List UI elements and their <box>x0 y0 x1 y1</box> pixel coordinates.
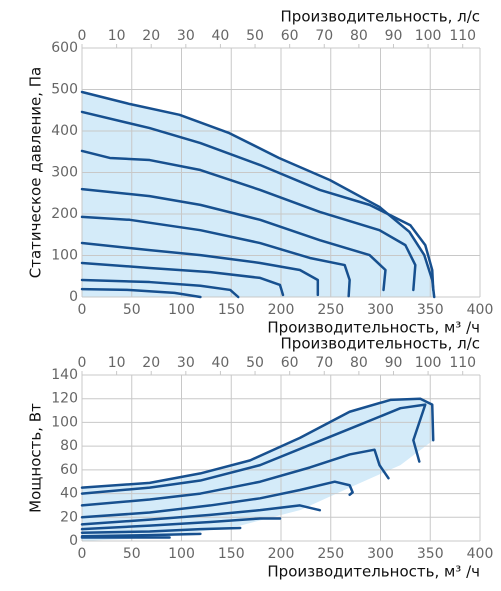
curve <box>80 504 322 526</box>
x2-tick-label: 60 <box>281 28 299 44</box>
curve <box>80 187 387 292</box>
x-tick-label: 400 <box>467 546 494 562</box>
curve <box>80 480 354 519</box>
x-tick-label: 0 <box>78 302 87 318</box>
x2-axis-title: Производительность, л/с <box>281 335 480 353</box>
operating-region <box>82 91 435 298</box>
x-tick-label: 250 <box>317 302 344 318</box>
curve <box>80 110 435 292</box>
y-tick-label: 200 <box>51 206 78 222</box>
x2-tick-label: 40 <box>212 355 230 371</box>
y-tick-label: 0 <box>69 533 78 549</box>
x-tick-label: 300 <box>367 546 394 562</box>
y-tick-label: 500 <box>51 82 78 98</box>
x-tick-label: 50 <box>123 546 141 562</box>
x-tick-label: 350 <box>417 302 444 318</box>
x2-tick-label: 90 <box>385 28 403 44</box>
x2-tick-label: 70 <box>315 355 333 371</box>
curve <box>80 397 435 489</box>
curve <box>80 278 240 299</box>
curve <box>80 287 202 299</box>
x2-tick-label: 0 <box>78 28 87 44</box>
x-tick-label: 200 <box>268 546 295 562</box>
x2-tick-label: 0 <box>78 355 87 371</box>
x2-tick-label: 80 <box>350 28 368 44</box>
curve <box>80 149 417 292</box>
x2-tick-label: 50 <box>246 28 264 44</box>
x2-tick-label: 60 <box>281 355 299 371</box>
y-tick-label: 20 <box>60 509 78 525</box>
x2-axis-title: Производительность, л/с <box>281 8 480 26</box>
x2-tick-label: 40 <box>212 28 230 44</box>
x-tick-label: 100 <box>168 546 195 562</box>
curve <box>80 532 202 538</box>
x-tick-label: 400 <box>467 302 494 318</box>
curve <box>80 215 351 298</box>
y-tick-label: 60 <box>60 462 78 478</box>
y-tick-label: 100 <box>51 414 78 430</box>
x2-tick-label: 10 <box>108 28 126 44</box>
y-tick-label: 300 <box>51 165 78 181</box>
y-tick-label: 100 <box>51 248 78 264</box>
x-tick-label: 150 <box>218 302 245 318</box>
x2-tick-label: 70 <box>315 28 333 44</box>
y-axis-title: Статическое давление, Па <box>27 67 45 278</box>
curve <box>80 517 282 531</box>
y-axis-title: Мощность, Вт <box>27 403 45 513</box>
curve <box>80 448 390 507</box>
curve <box>80 90 436 299</box>
x2-tick-label: 30 <box>177 28 195 44</box>
x2-tick-label: 90 <box>385 355 403 371</box>
curve <box>80 526 242 534</box>
curve <box>80 241 320 297</box>
x-tick-label: 150 <box>218 546 245 562</box>
y-tick-label: 600 <box>51 40 78 56</box>
x2-tick-label: 100 <box>415 28 442 44</box>
x-tick-label: 350 <box>417 546 444 562</box>
x2-tick-label: 110 <box>449 28 476 44</box>
x2-tick-label: 30 <box>177 355 195 371</box>
y-tick-label: 120 <box>51 391 78 407</box>
x2-tick-label: 110 <box>449 355 476 371</box>
x-tick-label: 100 <box>168 302 195 318</box>
x2-tick-label: 50 <box>246 355 264 371</box>
y-tick-label: 80 <box>60 438 78 454</box>
curve <box>80 261 285 297</box>
x2-tick-label: 80 <box>350 355 368 371</box>
y-tick-label: 0 <box>69 289 78 305</box>
x2-tick-label: 20 <box>142 355 160 371</box>
curve <box>80 403 427 495</box>
x-tick-label: 300 <box>367 302 394 318</box>
x2-tick-label: 20 <box>142 28 160 44</box>
x2-tick-label: 10 <box>108 355 126 371</box>
x-tick-label: 250 <box>317 546 344 562</box>
x-tick-label: 50 <box>123 302 141 318</box>
x-axis-title: Производительность, м³ /ч <box>267 563 480 581</box>
x-tick-label: 200 <box>268 302 295 318</box>
x-tick-label: 0 <box>78 546 87 562</box>
y-tick-label: 400 <box>51 123 78 139</box>
x-axis-title: Производительность, м³ /ч <box>267 319 480 337</box>
y-tick-label: 40 <box>60 486 78 502</box>
x2-tick-label: 100 <box>415 355 442 371</box>
y-tick-label: 140 <box>51 367 78 383</box>
